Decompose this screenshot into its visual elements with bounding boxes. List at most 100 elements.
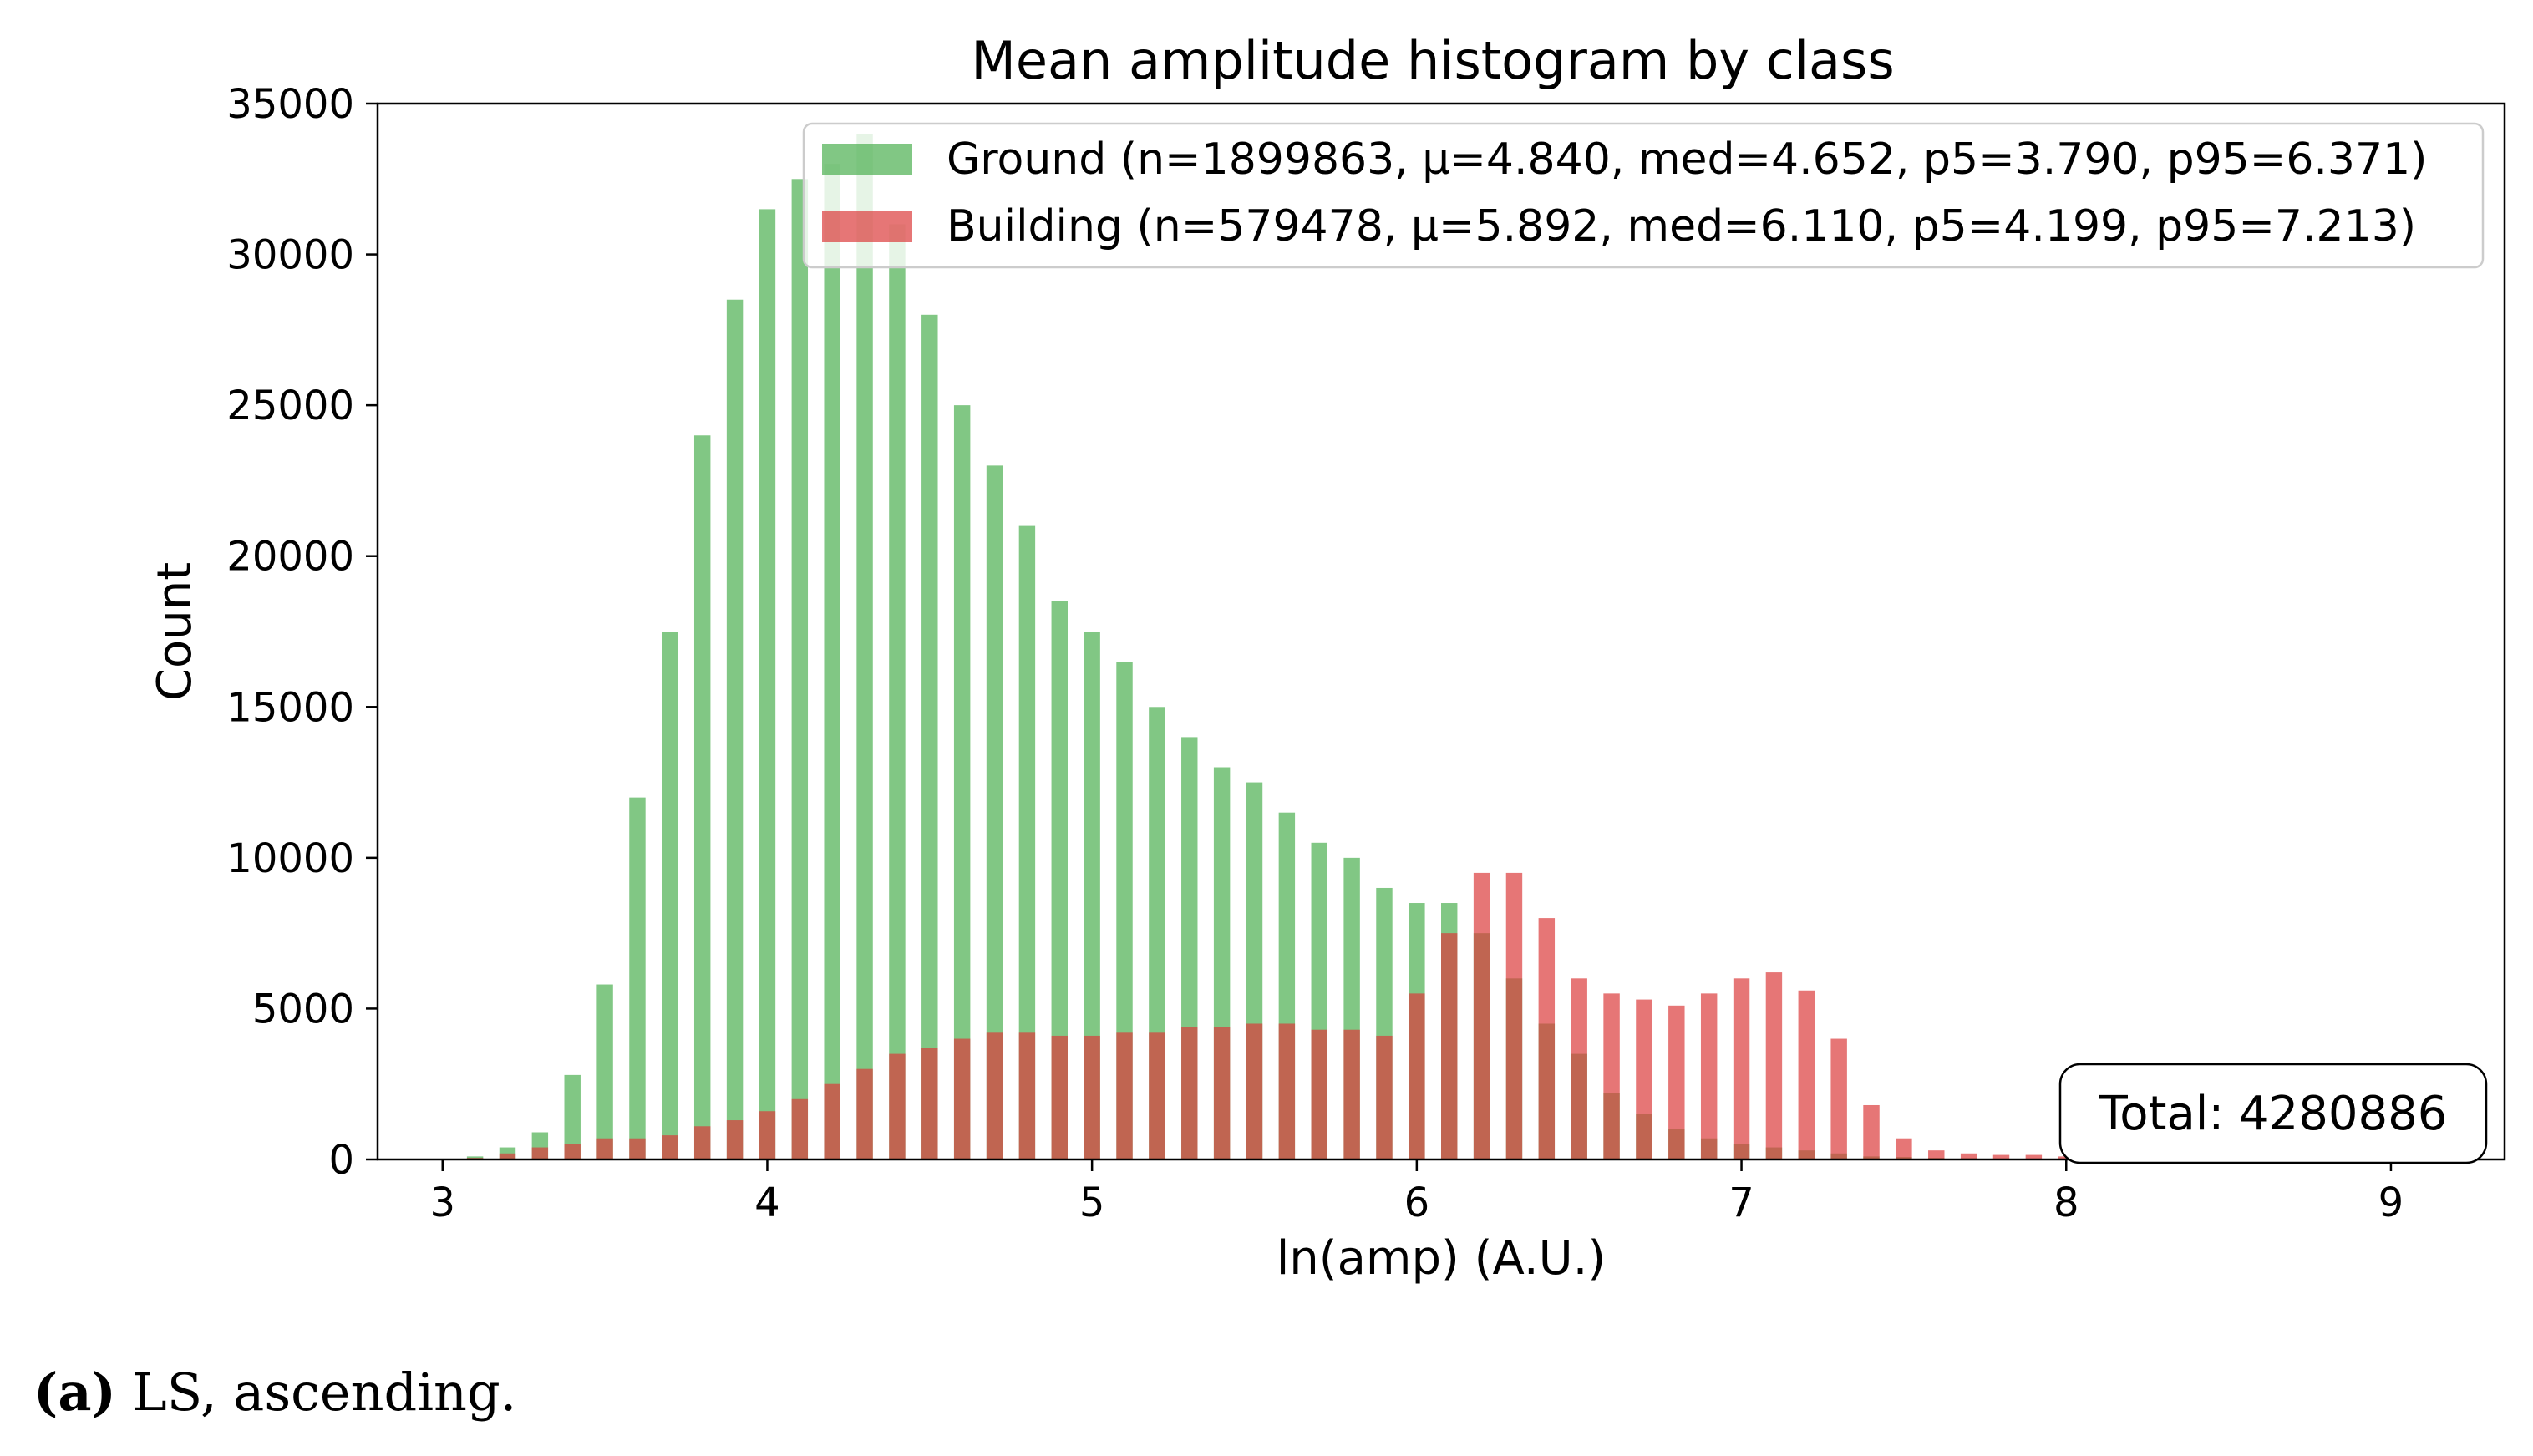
- y-axis: 0 5000 10000 15000 20000 25000 30000 35000: [226, 81, 378, 1184]
- bar: [1603, 993, 1620, 1159]
- bar: [1213, 1027, 1231, 1159]
- x-axis-label: ln(amp) (A.U.): [1277, 1231, 1607, 1286]
- bar: [531, 1147, 549, 1159]
- bar: [629, 1138, 646, 1159]
- y-tick-label: 0: [328, 1137, 354, 1184]
- caption-text: LS, ascending.: [115, 1362, 517, 1423]
- legend: Ground (n=1899863, μ=4.840, med=4.652, p…: [802, 122, 2485, 269]
- y-tick-label: 35000: [226, 81, 354, 128]
- bar: [759, 209, 776, 1159]
- bar: [1798, 990, 1815, 1159]
- bar: [726, 1120, 744, 1159]
- bar: [1700, 993, 1718, 1159]
- bar: [1018, 525, 1036, 1159]
- bar: [953, 1038, 971, 1159]
- caption-label: (a): [33, 1362, 116, 1423]
- total-annotation-text: Total: 4280886: [2099, 1087, 2448, 1141]
- legend-label-ground: Ground (n=1899863, μ=4.840, med=4.652, p…: [947, 134, 2427, 185]
- bar: [921, 314, 938, 1159]
- series-0: [466, 134, 2334, 1159]
- bar: [693, 1126, 711, 1159]
- bar: [1343, 1029, 1360, 1159]
- bar: [499, 1153, 516, 1159]
- bar: [856, 134, 873, 1159]
- bar: [1246, 1023, 1263, 1159]
- bar: [564, 1074, 581, 1159]
- bar: [1765, 972, 1783, 1159]
- legend-swatch-ground: [822, 144, 912, 175]
- bar: [1538, 918, 1556, 1159]
- chart-title: Mean amplitude histogram by class: [971, 30, 1894, 91]
- bar: [1473, 872, 1490, 1159]
- bar: [986, 465, 1003, 1159]
- bar: [1018, 1032, 1036, 1159]
- y-tick-label: 20000: [226, 534, 354, 581]
- bar: [596, 984, 613, 1159]
- legend-label-building: Building (n=579478, μ=5.892, med=6.110, …: [947, 201, 2416, 251]
- x-tick-label: 4: [754, 1180, 780, 1226]
- bar: [1441, 933, 1458, 1159]
- bar: [693, 435, 711, 1159]
- series-1: [466, 872, 2399, 1159]
- x-tick-label: 8: [2053, 1180, 2079, 1226]
- bar: [1084, 1035, 1100, 1159]
- y-tick-label: 15000: [226, 684, 354, 731]
- bar: [1636, 999, 1652, 1159]
- bar: [629, 797, 646, 1159]
- bar: [1376, 1035, 1393, 1159]
- bar: [1668, 1005, 1685, 1159]
- total-annotation-box: [2058, 1063, 2488, 1164]
- bar: [564, 1144, 581, 1159]
- bar: [1571, 978, 1587, 1159]
- bar: [1960, 1153, 1977, 1159]
- bar: [1992, 1154, 2010, 1159]
- bar: [856, 1068, 873, 1159]
- bar: [953, 405, 971, 1159]
- bar: [889, 1053, 906, 1159]
- bar: [791, 179, 809, 1159]
- bar: [986, 1032, 1003, 1159]
- bar: [824, 164, 840, 1159]
- bar: [596, 1138, 613, 1159]
- bar: [921, 1048, 938, 1159]
- bar: [1830, 1038, 1847, 1159]
- y-axis-label: Count: [148, 562, 202, 701]
- bar: [1084, 632, 1100, 1159]
- bar: [1278, 1023, 1296, 1159]
- bar: [791, 1098, 809, 1159]
- bar: [726, 299, 744, 1159]
- y-tick-label: 5000: [252, 986, 354, 1032]
- y-tick-label: 10000: [226, 835, 354, 882]
- bar: [662, 632, 678, 1159]
- bar: [662, 1135, 678, 1159]
- bars-layer: [466, 134, 2399, 1159]
- legend-box: [802, 122, 2485, 269]
- bar: [1928, 1150, 1945, 1159]
- legend-swatch-building: [822, 211, 912, 242]
- bar: [759, 1111, 776, 1159]
- bar: [1051, 1035, 1068, 1159]
- x-tick-label: 3: [429, 1180, 455, 1226]
- bar: [1733, 978, 1750, 1159]
- bar: [2025, 1154, 2043, 1159]
- x-tick-label: 9: [2378, 1180, 2404, 1226]
- x-tick-label: 6: [1404, 1180, 1430, 1226]
- x-tick-label: 7: [1728, 1180, 1754, 1226]
- bar: [1505, 872, 1523, 1159]
- x-axis: 3 4 5 6 7 8 9: [429, 1159, 2404, 1226]
- bar: [1149, 1032, 1165, 1159]
- figure-caption: (a) LS, ascending.: [33, 1362, 516, 1423]
- bar: [1181, 1027, 1198, 1159]
- bar: [1051, 601, 1068, 1159]
- bar: [1863, 1104, 1880, 1159]
- y-tick-label: 30000: [226, 232, 354, 279]
- bar: [889, 224, 906, 1159]
- total-annotation: Total: 4280886: [2058, 1063, 2488, 1164]
- bar: [1409, 993, 1425, 1159]
- plot-frame: [376, 102, 2506, 1161]
- bar: [1116, 1032, 1133, 1159]
- bar: [824, 1083, 840, 1159]
- bar: [1311, 1029, 1327, 1159]
- y-tick-label: 25000: [226, 383, 354, 429]
